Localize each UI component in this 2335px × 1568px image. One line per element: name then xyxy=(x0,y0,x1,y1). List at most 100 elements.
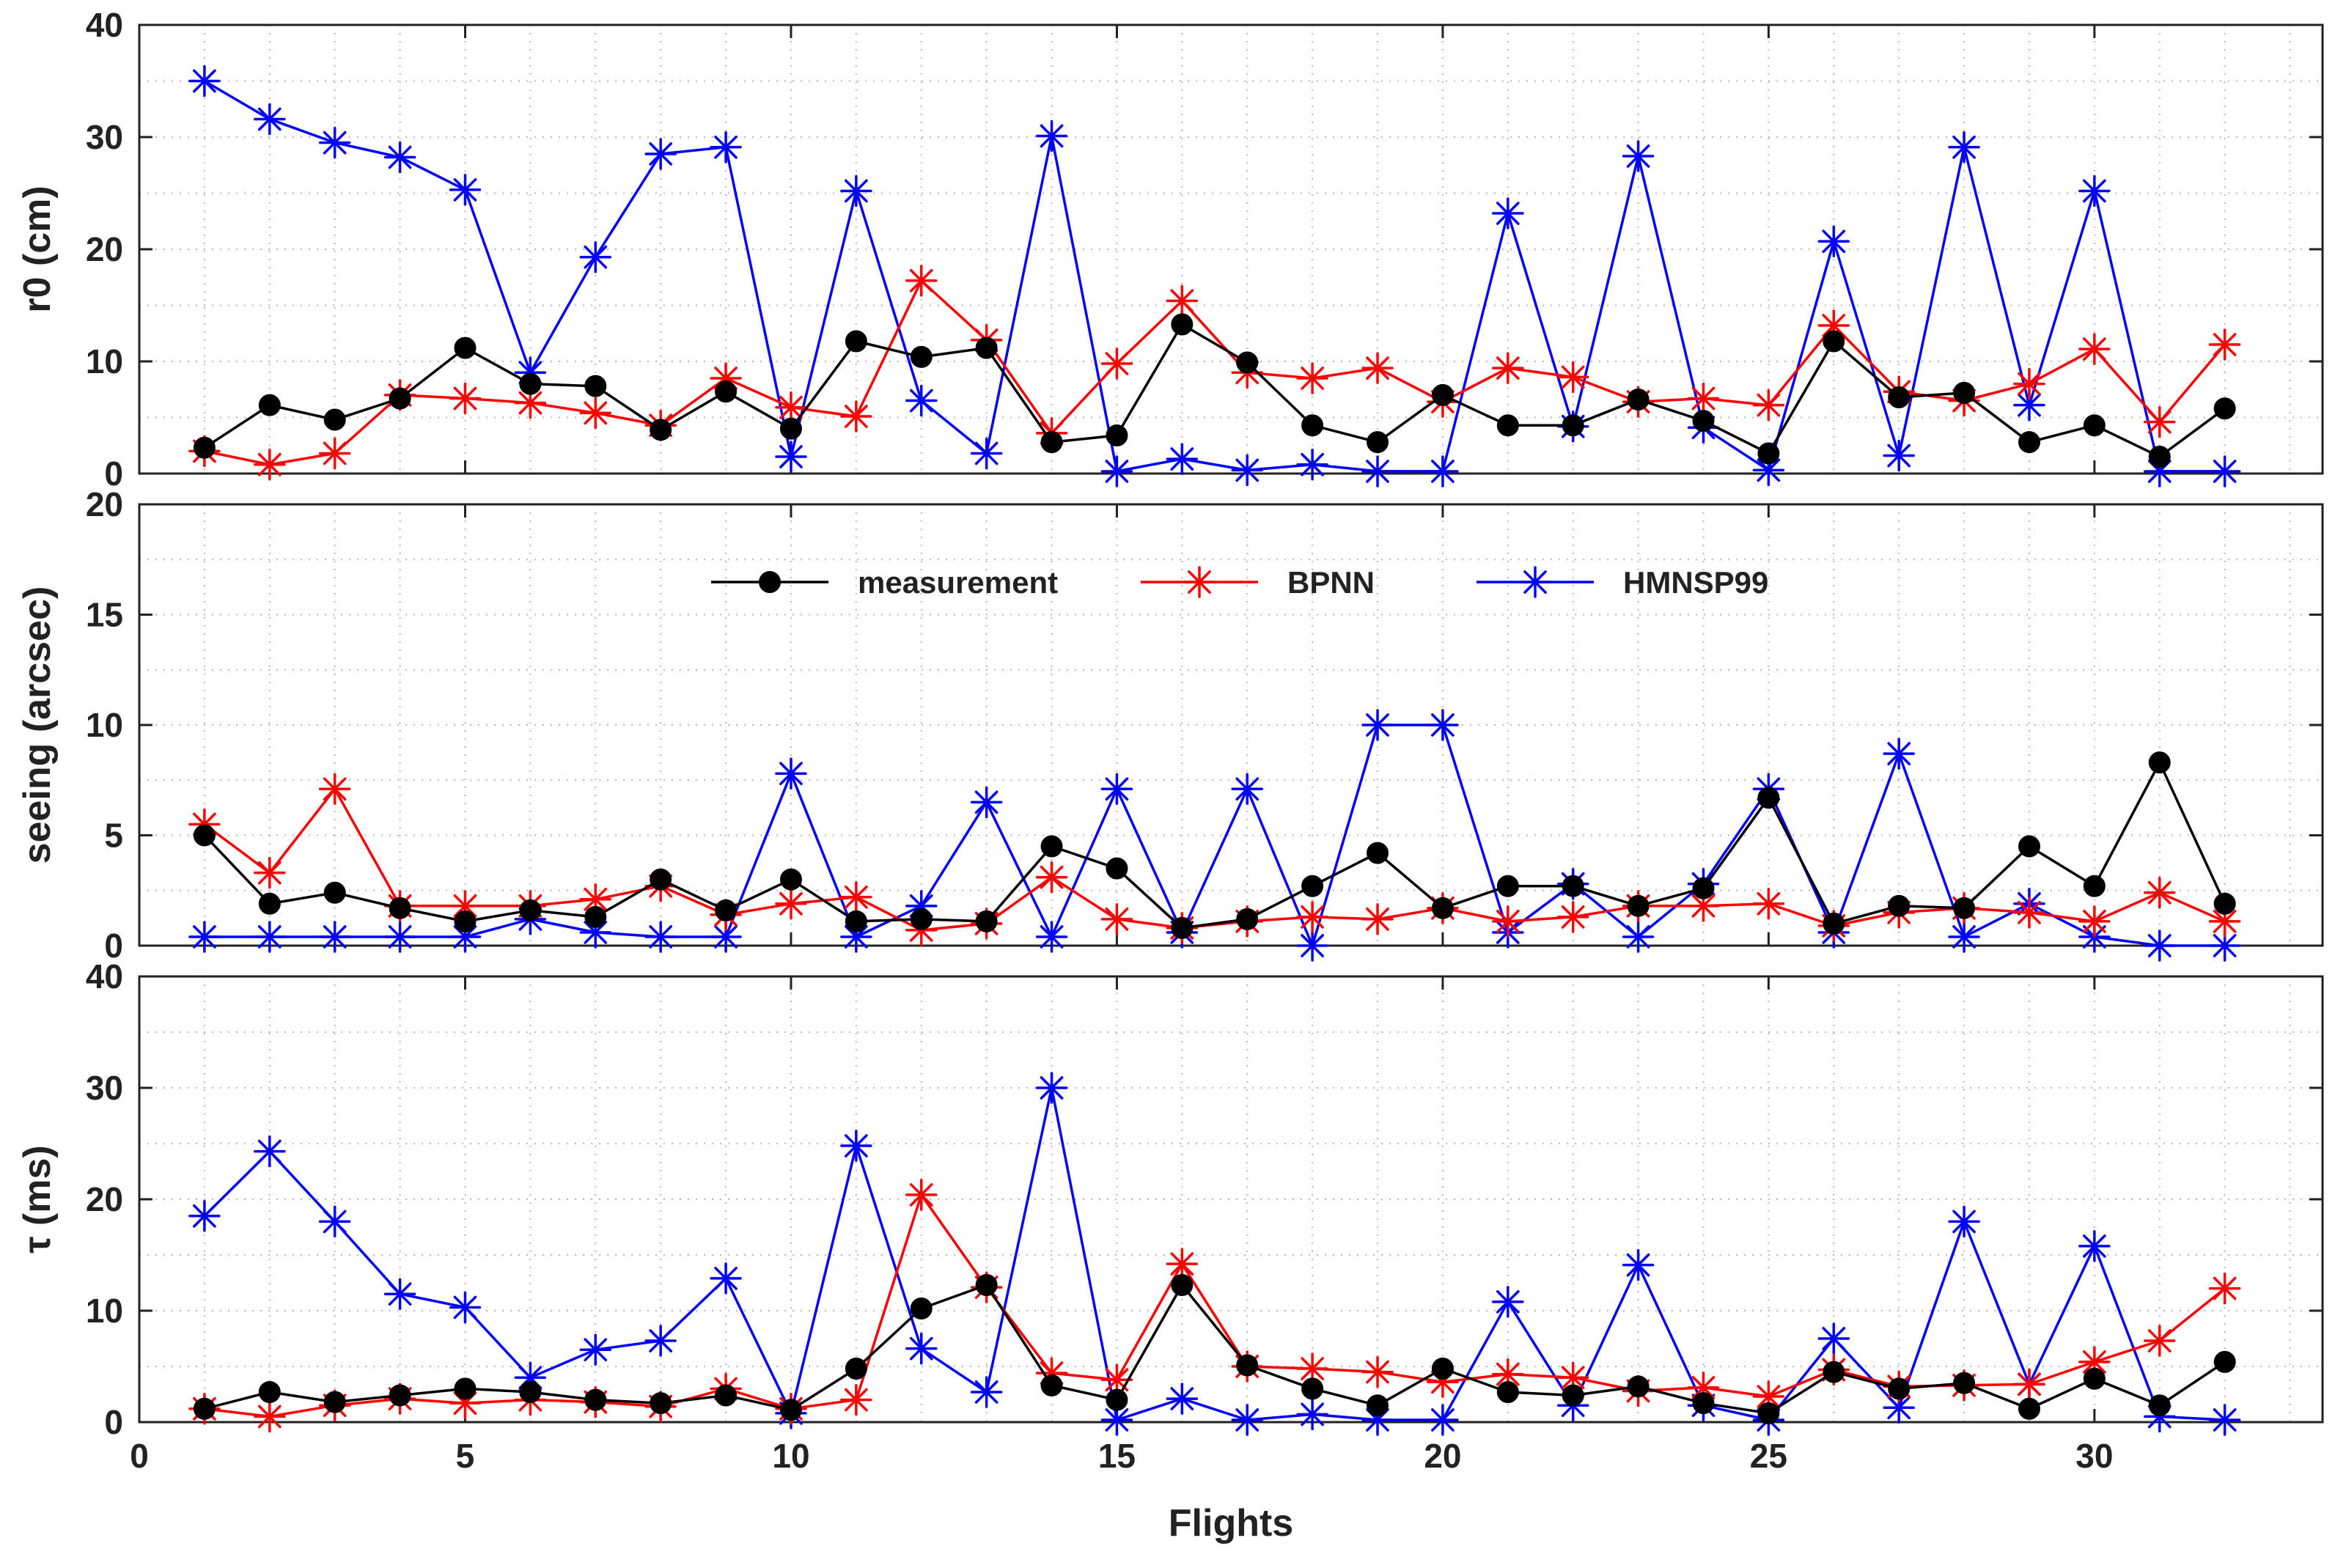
data-point xyxy=(2018,431,2040,454)
data-point xyxy=(1361,709,1394,741)
data-point xyxy=(188,1200,221,1232)
data-point xyxy=(1627,1375,1650,1398)
data-point xyxy=(2148,751,2171,774)
data-point xyxy=(910,1297,933,1319)
data-point xyxy=(1171,916,1194,939)
data-point xyxy=(1035,921,1068,953)
data-point xyxy=(1367,1394,1389,1417)
data-point xyxy=(840,174,872,207)
data-point xyxy=(1236,1354,1259,1377)
legend-marker xyxy=(1519,566,1551,598)
y-tick-label: 5 xyxy=(104,817,123,855)
x-tick-label: 0 xyxy=(130,1437,149,1475)
data-point xyxy=(910,908,933,930)
data-point xyxy=(1562,875,1584,897)
data-point xyxy=(318,773,351,806)
data-point xyxy=(1752,888,1785,920)
data-point xyxy=(2208,455,2241,487)
legend-marker xyxy=(759,571,781,593)
data-point xyxy=(1817,1322,1850,1355)
data-point xyxy=(318,921,351,953)
legend-item-measurement: measurement xyxy=(711,565,1058,600)
data-point xyxy=(323,881,346,904)
data-point xyxy=(905,1332,938,1365)
data-point xyxy=(1883,439,1915,472)
panel-3: 0 10 20 30 40 0 5 10 15 20 25 30 τ (ms) xyxy=(16,957,2324,1475)
data-point xyxy=(1166,1383,1199,1415)
data-point xyxy=(2148,1394,2171,1417)
data-point xyxy=(710,1262,742,1295)
y-axis-label: seeing (arcsec) xyxy=(16,586,59,864)
series-line-hmnsp99 xyxy=(204,724,2225,947)
data-point xyxy=(188,65,221,97)
x-tick-label: 5 xyxy=(456,1437,475,1475)
data-point xyxy=(845,330,867,353)
data-point xyxy=(975,336,998,359)
data-point xyxy=(2018,835,2040,858)
data-point xyxy=(1757,442,1780,465)
data-point xyxy=(845,910,867,932)
legend-label: BPNN xyxy=(1287,565,1375,600)
data-point xyxy=(383,1278,416,1310)
data-point xyxy=(2208,328,2241,361)
data-point xyxy=(254,449,286,481)
data-point xyxy=(644,921,677,953)
data-point xyxy=(449,174,482,206)
data-point xyxy=(389,1384,411,1407)
data-point xyxy=(1757,787,1780,809)
data-point xyxy=(2018,1397,2040,1420)
data-point xyxy=(1367,842,1389,864)
data-point xyxy=(1171,313,1194,336)
data-point xyxy=(254,856,286,889)
data-point xyxy=(1948,1205,1980,1238)
data-point xyxy=(1883,737,1915,770)
data-point xyxy=(1948,921,1980,953)
data-point xyxy=(2144,405,2176,438)
data-point xyxy=(1687,382,1720,415)
data-point xyxy=(1361,1355,1394,1388)
data-point xyxy=(2213,892,2236,915)
data-point xyxy=(1496,875,1519,897)
data-point xyxy=(519,1380,542,1403)
x-axis-label: Flights xyxy=(1169,1502,1293,1545)
data-point xyxy=(1171,1274,1194,1297)
data-point xyxy=(1692,877,1715,899)
data-point xyxy=(1040,431,1063,454)
data-point xyxy=(2078,333,2111,365)
data-point xyxy=(1361,455,1394,487)
data-point xyxy=(970,437,1003,470)
data-point xyxy=(975,910,998,932)
data-point xyxy=(1622,140,1655,172)
panel-1: 0 10 20 30 40 r0 (cm) xyxy=(16,6,2324,493)
y-tick-label: 0 xyxy=(104,1403,123,1441)
data-point xyxy=(2144,930,2176,962)
data-point xyxy=(1556,901,1589,933)
data-point xyxy=(254,921,286,953)
y-tick-label: 10 xyxy=(86,342,123,380)
data-point xyxy=(644,138,677,170)
data-point xyxy=(1492,1286,1524,1318)
data-point xyxy=(1301,1377,1324,1400)
data-point xyxy=(454,336,477,359)
data-point xyxy=(1231,773,1263,806)
data-point xyxy=(389,387,411,410)
data-point xyxy=(1035,1072,1068,1104)
data-point xyxy=(1752,389,1785,422)
data-point xyxy=(2208,1272,2241,1305)
data-point xyxy=(454,1377,477,1400)
data-point xyxy=(1953,1372,1976,1394)
x-tick-label: 30 xyxy=(2075,1437,2113,1475)
data-point xyxy=(193,824,216,847)
data-point xyxy=(1427,709,1459,741)
data-point xyxy=(1431,1358,1454,1380)
data-point xyxy=(1106,1388,1128,1411)
legend-label: HMNSP99 xyxy=(1623,565,1768,600)
series-measurement xyxy=(193,313,2236,468)
data-point xyxy=(1040,1374,1063,1396)
data-point xyxy=(1427,1404,1459,1436)
data-point xyxy=(1166,443,1199,475)
y-tick-label: 20 xyxy=(86,230,123,268)
data-point xyxy=(650,868,672,891)
panel-2: 0 5 10 15 20 seeing (arcsec) xyxy=(16,485,2324,965)
